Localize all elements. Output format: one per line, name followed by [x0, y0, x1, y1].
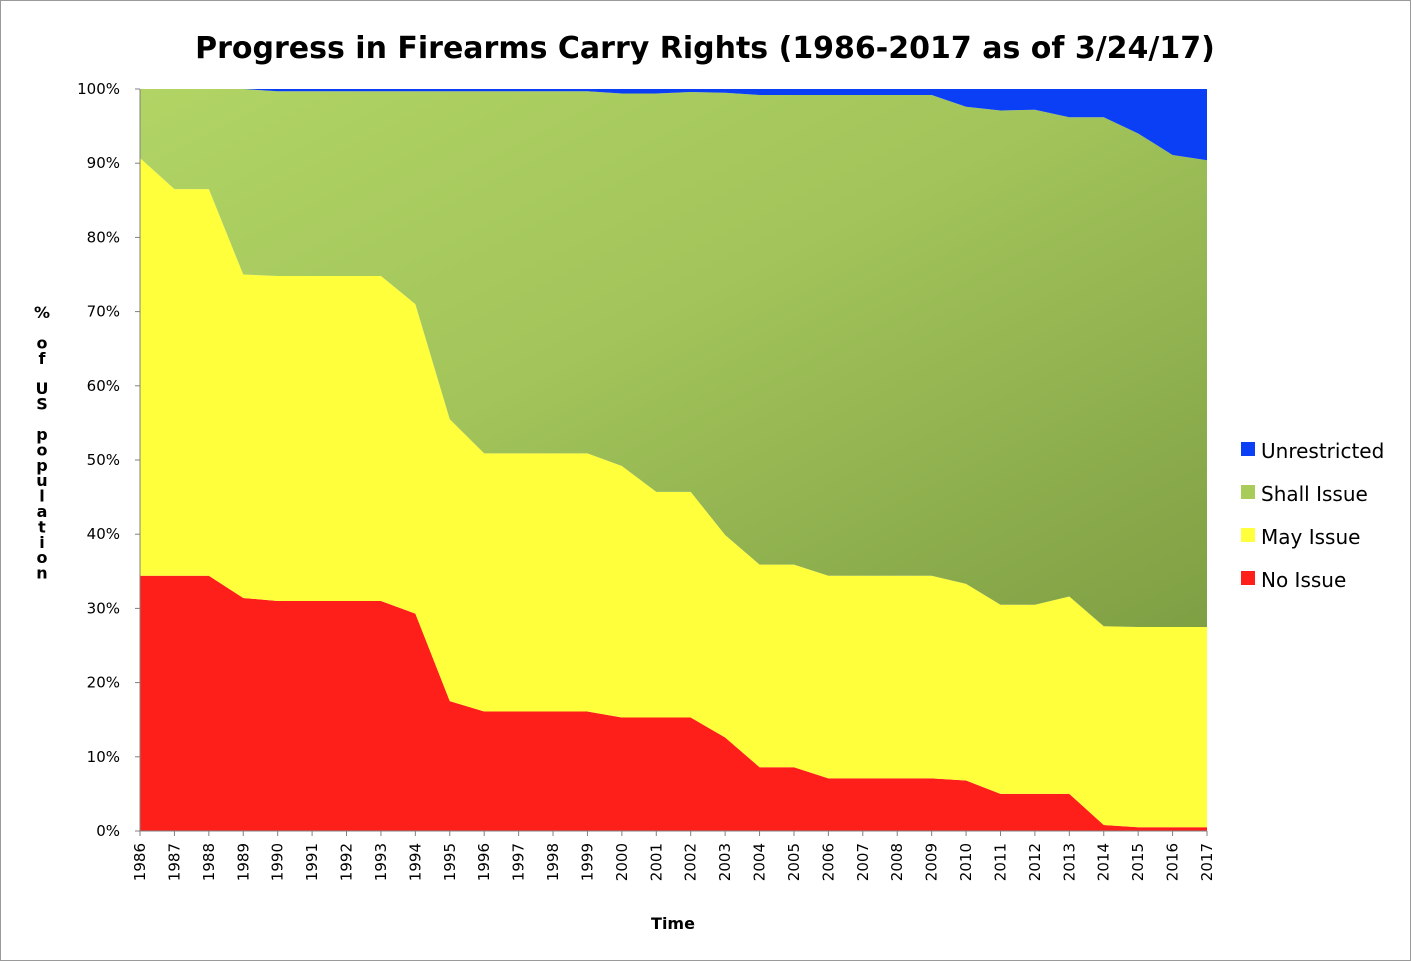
legend-swatch: [1241, 485, 1255, 499]
x-tick-label: 1995: [441, 843, 459, 881]
x-tick-label: 2017: [1198, 843, 1216, 881]
x-tick-label: 2013: [1060, 843, 1078, 881]
y-tick-label: 90%: [87, 154, 120, 172]
legend-item-no-issue: No Issue: [1241, 568, 1346, 592]
y-tick-label: 30%: [87, 599, 120, 617]
x-tick-label: 2006: [819, 843, 837, 881]
x-tick-label: 1998: [544, 843, 562, 881]
x-tick-label: 1991: [303, 843, 321, 881]
x-axis-title: Time: [651, 914, 695, 933]
y-tick-label: 70%: [87, 303, 120, 321]
legend-label: No Issue: [1261, 568, 1346, 592]
legend-item-may-issue: May Issue: [1241, 525, 1360, 549]
x-tick-label: 1996: [475, 843, 493, 881]
x-tick-label: 2002: [682, 843, 700, 881]
x-tick-label: 1989: [234, 843, 252, 881]
x-tick-label: 2000: [613, 843, 631, 881]
y-tick-label: 40%: [87, 525, 120, 543]
x-tick-label: 2007: [854, 843, 872, 881]
x-tick-label: 1997: [510, 843, 528, 881]
x-tick-label: 1988: [200, 843, 218, 881]
area-no-issue: [140, 575, 1207, 831]
area-may-issue: [140, 158, 1207, 828]
area-unrestricted: [140, 89, 1207, 161]
y-axis-title: % o f U S p o p u l a t i o n: [34, 303, 50, 583]
y-tick-label: 10%: [87, 748, 120, 766]
x-tick-label: 1993: [372, 843, 390, 881]
x-tick-label: 2014: [1095, 843, 1113, 881]
area-shall-issue: [140, 89, 1207, 627]
y-tick-label: 50%: [87, 451, 120, 469]
x-tick-label: 1999: [578, 843, 596, 881]
x-tick-label: 1992: [338, 843, 356, 881]
x-tick-label: 1986: [131, 843, 149, 881]
chart-title: Progress in Firearms Carry Rights (1986-…: [195, 31, 1215, 66]
y-tick-label: 100%: [77, 80, 120, 98]
x-tick-label: 2010: [957, 843, 975, 881]
legend-label: Unrestricted: [1261, 439, 1384, 463]
y-axis-title-word: %: [34, 303, 50, 322]
x-tick-label: 2015: [1129, 843, 1147, 881]
legend-swatch: [1241, 528, 1255, 542]
x-axis-ticks: 1986 1987 1988 1989 1990 1991 1992 1993 1994 1995…: [131, 831, 1216, 881]
x-tick-label: 2016: [1164, 843, 1182, 881]
x-tick-label: 2001: [647, 843, 665, 881]
x-tick-label: 2004: [751, 843, 769, 881]
x-tick-label: 2005: [785, 843, 803, 881]
x-tick-label: 2011: [991, 843, 1009, 881]
x-tick-label: 2012: [1026, 843, 1044, 881]
legend: Unrestricted Shall Issue May Issue No Issue: [1241, 439, 1384, 592]
y-tick-label: 80%: [87, 228, 120, 246]
plot-area: [140, 89, 1207, 831]
y-tick-label: 60%: [87, 377, 120, 395]
x-tick-label: 1987: [165, 843, 183, 881]
y-tick-label: 20%: [87, 674, 120, 692]
legend-label: Shall Issue: [1261, 482, 1368, 506]
x-tick-label: 2009: [923, 843, 941, 881]
x-tick-label: 1994: [406, 843, 424, 881]
x-tick-label: 2003: [716, 843, 734, 881]
legend-item-shall-issue: Shall Issue: [1241, 482, 1368, 506]
y-tick-label: 0%: [96, 822, 120, 840]
legend-swatch: [1241, 442, 1255, 456]
legend-item-unrestricted: Unrestricted: [1241, 439, 1384, 463]
x-tick-label: 2008: [888, 843, 906, 881]
x-tick-label: 1990: [269, 843, 287, 881]
legend-swatch: [1241, 571, 1255, 585]
y-axis-ticks: 0% 10% 20% 30% 40% 50% 60% 70% 80% 90% 100%: [77, 80, 140, 840]
legend-label: May Issue: [1261, 525, 1360, 549]
